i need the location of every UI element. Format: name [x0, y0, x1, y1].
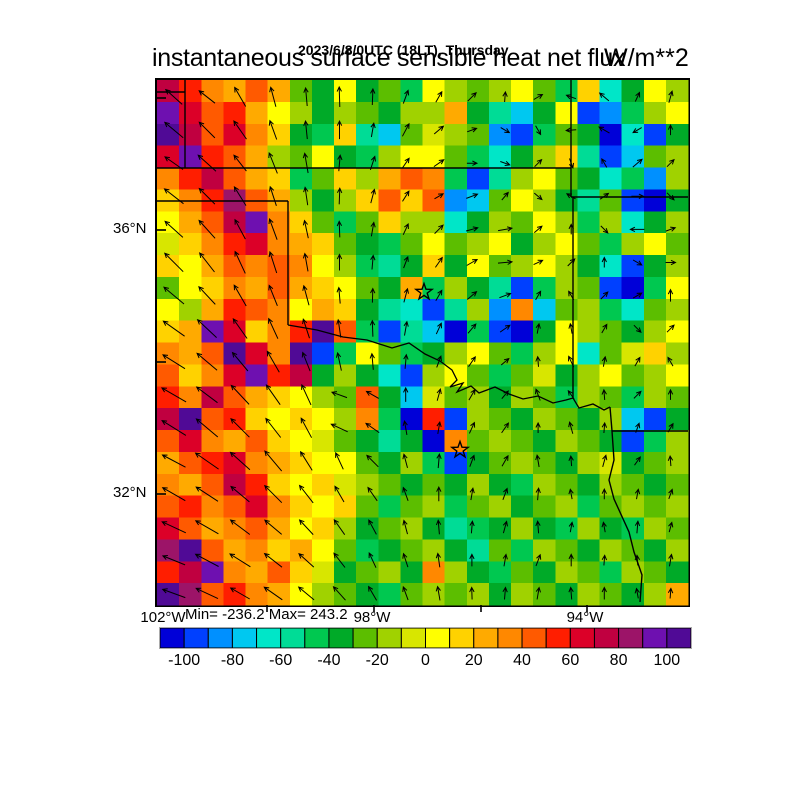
red-river: [287, 324, 611, 411]
colorbar-cell: [449, 627, 475, 649]
colorbar-cell: [256, 627, 282, 649]
wind-arrows: [160, 85, 677, 601]
colorbar-tick-label: -40: [317, 652, 341, 669]
colorbar-cell: [425, 627, 451, 649]
colorbar-tick-label: 20: [464, 652, 483, 669]
city-star-icon: [449, 439, 471, 459]
colorbar-cell: [183, 627, 209, 649]
colorbar-tick-label: 100: [653, 652, 681, 669]
colorbar-cell: [642, 627, 668, 649]
lat-label-36n: 36°N: [113, 220, 147, 237]
colorbar-cell: [376, 627, 402, 649]
colorbar-cell: [280, 627, 306, 649]
colorbar-cell: [159, 627, 185, 649]
colorbar-tick-label: 40: [513, 652, 531, 669]
colorbar-cell: [400, 627, 426, 649]
lon-label-94w: 94°W: [566, 609, 604, 626]
colorbar-cell: [304, 627, 330, 649]
colorbar-tick-label: -100: [168, 652, 201, 669]
colorbar-tick-label: -80: [220, 652, 244, 669]
minmax-stats: Min= -236.2 Max= 243.2: [185, 606, 348, 623]
colorbar: [159, 627, 692, 649]
colorbar-cell: [328, 627, 354, 649]
colorbar-cell: [473, 627, 499, 649]
lon-label-98w: 98°W: [353, 609, 391, 626]
lat-label-32n: 32°N: [113, 484, 147, 501]
colorbar-cell: [521, 627, 547, 649]
colorbar-tick-label: 60: [561, 652, 580, 669]
colorbar-tick-label: 80: [609, 652, 628, 669]
heatmap-svg: [157, 80, 689, 612]
colorbar-cell: [618, 627, 644, 649]
colorbar-svg: [159, 627, 692, 649]
axis-ticks: [157, 97, 588, 612]
colorbar-tick-label: -60: [269, 652, 293, 669]
colorbar-cell: [207, 627, 233, 649]
colorbar-tick-label: 0: [421, 652, 430, 669]
header-datetime: 2023/6/8/0UTC (18LT), Thursday: [298, 42, 509, 58]
colorbar-cell: [545, 627, 571, 649]
state-borders: [157, 80, 688, 603]
city-star-markers: [413, 281, 471, 459]
colorbar-cell: [352, 627, 378, 649]
colorbar-cell: [666, 627, 692, 649]
colorbar-cell: [569, 627, 595, 649]
colorbar-tick-label: -20: [365, 652, 389, 669]
colorbar-cell: [593, 627, 620, 649]
plot-units: W/m**2: [604, 44, 689, 72]
map-frame: 8: [155, 78, 690, 612]
colorbar-cell: [231, 627, 258, 649]
plot-title: instantaneous surface sensible heat net …: [152, 44, 626, 72]
heat-grid: [157, 80, 689, 606]
city-star-icon: [413, 281, 435, 301]
colorbar-cell: [497, 627, 523, 649]
lon-label-102w: 102°W: [140, 609, 186, 626]
